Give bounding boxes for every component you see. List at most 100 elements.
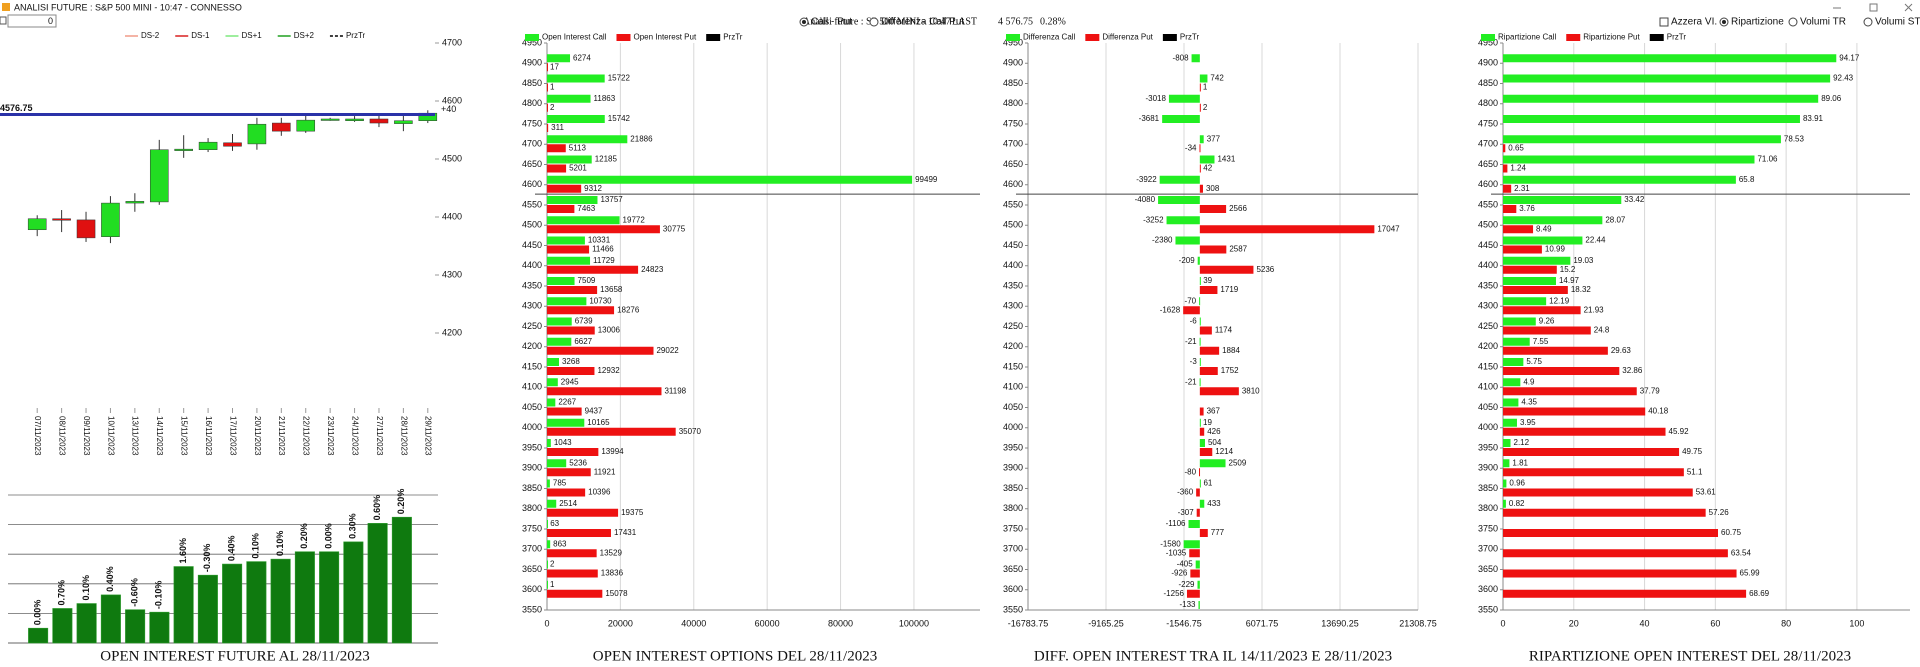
legend-label: DS-1 — [191, 31, 210, 40]
y-tick-label: 4700 — [1003, 139, 1023, 149]
bar — [1503, 499, 1506, 508]
bar — [1199, 184, 1203, 193]
panel-title: OPEN INTEREST FUTURE AL 28/11/2023 — [100, 648, 369, 664]
y-tick-label: 4500 — [442, 153, 462, 163]
legend-label: DS+1 — [241, 31, 262, 40]
bar-value-label: -6 — [1190, 317, 1198, 326]
bar — [1503, 358, 1524, 366]
bar — [547, 569, 598, 578]
bar-label: 0.10% — [81, 575, 91, 601]
y-tick-label: 4100 — [522, 382, 542, 392]
bar-value-label: 4.9 — [1523, 377, 1535, 386]
bar — [1199, 427, 1205, 436]
y-tick-label: 4100 — [1478, 382, 1498, 392]
checkbox[interactable] — [1659, 17, 1669, 27]
bar — [1503, 398, 1519, 407]
bar-value-label: -4080 — [1135, 195, 1156, 204]
y-tick-label: 4800 — [1003, 98, 1023, 108]
candle-body — [272, 122, 291, 132]
y-tick-label: 4750 — [1478, 118, 1498, 128]
candle-body — [101, 202, 120, 237]
bar-value-label: -360 — [1177, 488, 1194, 497]
bar-value-label: -1256 — [1164, 589, 1185, 598]
bar — [1503, 184, 1512, 193]
bar-value-label: 3810 — [1242, 386, 1260, 395]
bar — [547, 520, 548, 528]
bar-value-label: 5.75 — [1526, 357, 1542, 366]
bar — [1503, 115, 1800, 123]
bar-value-label: 1884 — [1222, 346, 1240, 355]
bar-value-label: 4.35 — [1521, 398, 1537, 407]
number-input[interactable] — [7, 14, 57, 28]
bar — [367, 523, 388, 644]
y-tick-label: 4950 — [522, 37, 542, 47]
small-checkbox[interactable] — [0, 16, 7, 25]
x-tick-label: -16783.75 — [1008, 618, 1049, 628]
bar — [547, 549, 597, 558]
radio-button[interactable] — [869, 17, 879, 27]
bar — [1183, 306, 1200, 315]
bar-value-label: -2380 — [1152, 236, 1173, 245]
bar-value-label: 1043 — [554, 438, 572, 447]
bar — [1189, 549, 1200, 558]
y-tick-label: 4450 — [1003, 240, 1023, 250]
bar — [1191, 54, 1200, 63]
legend-swatch — [1566, 34, 1581, 41]
radio-label: Ripartizione — [1731, 17, 1784, 28]
legend-label: Open Interest Put — [633, 33, 696, 42]
bar-label: 0.00% — [33, 600, 43, 626]
bar-value-label: 18.32 — [1571, 285, 1592, 294]
bar-value-label: 65.8 — [1739, 175, 1755, 184]
legend-label: DS+2 — [294, 31, 315, 40]
bar — [1503, 74, 1831, 83]
x-tick-label: 40 — [1640, 618, 1650, 628]
bar — [1199, 529, 1208, 537]
x-tick-label: 20 — [1569, 618, 1579, 628]
bar — [1503, 135, 1781, 144]
y-tick-label: 4350 — [522, 280, 542, 290]
maximize-button[interactable] — [1869, 3, 1878, 12]
bar — [547, 459, 567, 468]
bar — [547, 560, 548, 569]
bar — [28, 627, 49, 644]
bar-value-label: 2566 — [1229, 204, 1247, 213]
x-tick-label: 40000 — [681, 618, 706, 628]
bar-label: 0.40% — [227, 536, 237, 562]
bar — [547, 115, 605, 123]
bar — [100, 594, 121, 644]
y-tick-label: 4150 — [522, 361, 542, 371]
bar-value-label: 9312 — [584, 184, 602, 193]
y-tick-label: 4400 — [1003, 260, 1023, 270]
bar — [1199, 479, 1201, 488]
y-tick-label: 4200 — [1478, 341, 1498, 351]
bar-value-label: 426 — [1207, 427, 1221, 436]
bar — [1199, 468, 1201, 477]
bar — [1503, 164, 1508, 173]
bar-value-label: 742 — [1210, 74, 1224, 83]
bar — [1503, 175, 1736, 184]
y-tick-label: 4450 — [1478, 240, 1498, 250]
bar-value-label: 377 — [1207, 134, 1221, 143]
bar — [1188, 520, 1200, 528]
bar — [1199, 103, 1201, 112]
y-tick-label: 4400 — [1478, 260, 1498, 270]
bar — [1503, 286, 1568, 294]
y-tick-label: 4600 — [1478, 179, 1498, 189]
close-button[interactable] — [1904, 3, 1913, 12]
bar-value-label: 13006 — [598, 326, 621, 335]
bar — [547, 196, 598, 204]
bar — [1503, 529, 1719, 537]
candle-body — [52, 218, 71, 221]
y-tick-label: 4750 — [522, 118, 542, 128]
bar — [1503, 407, 1646, 416]
bar — [1199, 83, 1201, 92]
radio-button[interactable] — [1863, 17, 1873, 27]
bar-value-label: 2 — [550, 103, 555, 112]
bar — [547, 135, 628, 144]
bar — [1503, 549, 1728, 558]
y-tick-label: 3600 — [1478, 584, 1498, 594]
bar — [1199, 277, 1201, 285]
bar-value-label: 6274 — [573, 53, 591, 62]
radio-button[interactable] — [1788, 17, 1798, 27]
